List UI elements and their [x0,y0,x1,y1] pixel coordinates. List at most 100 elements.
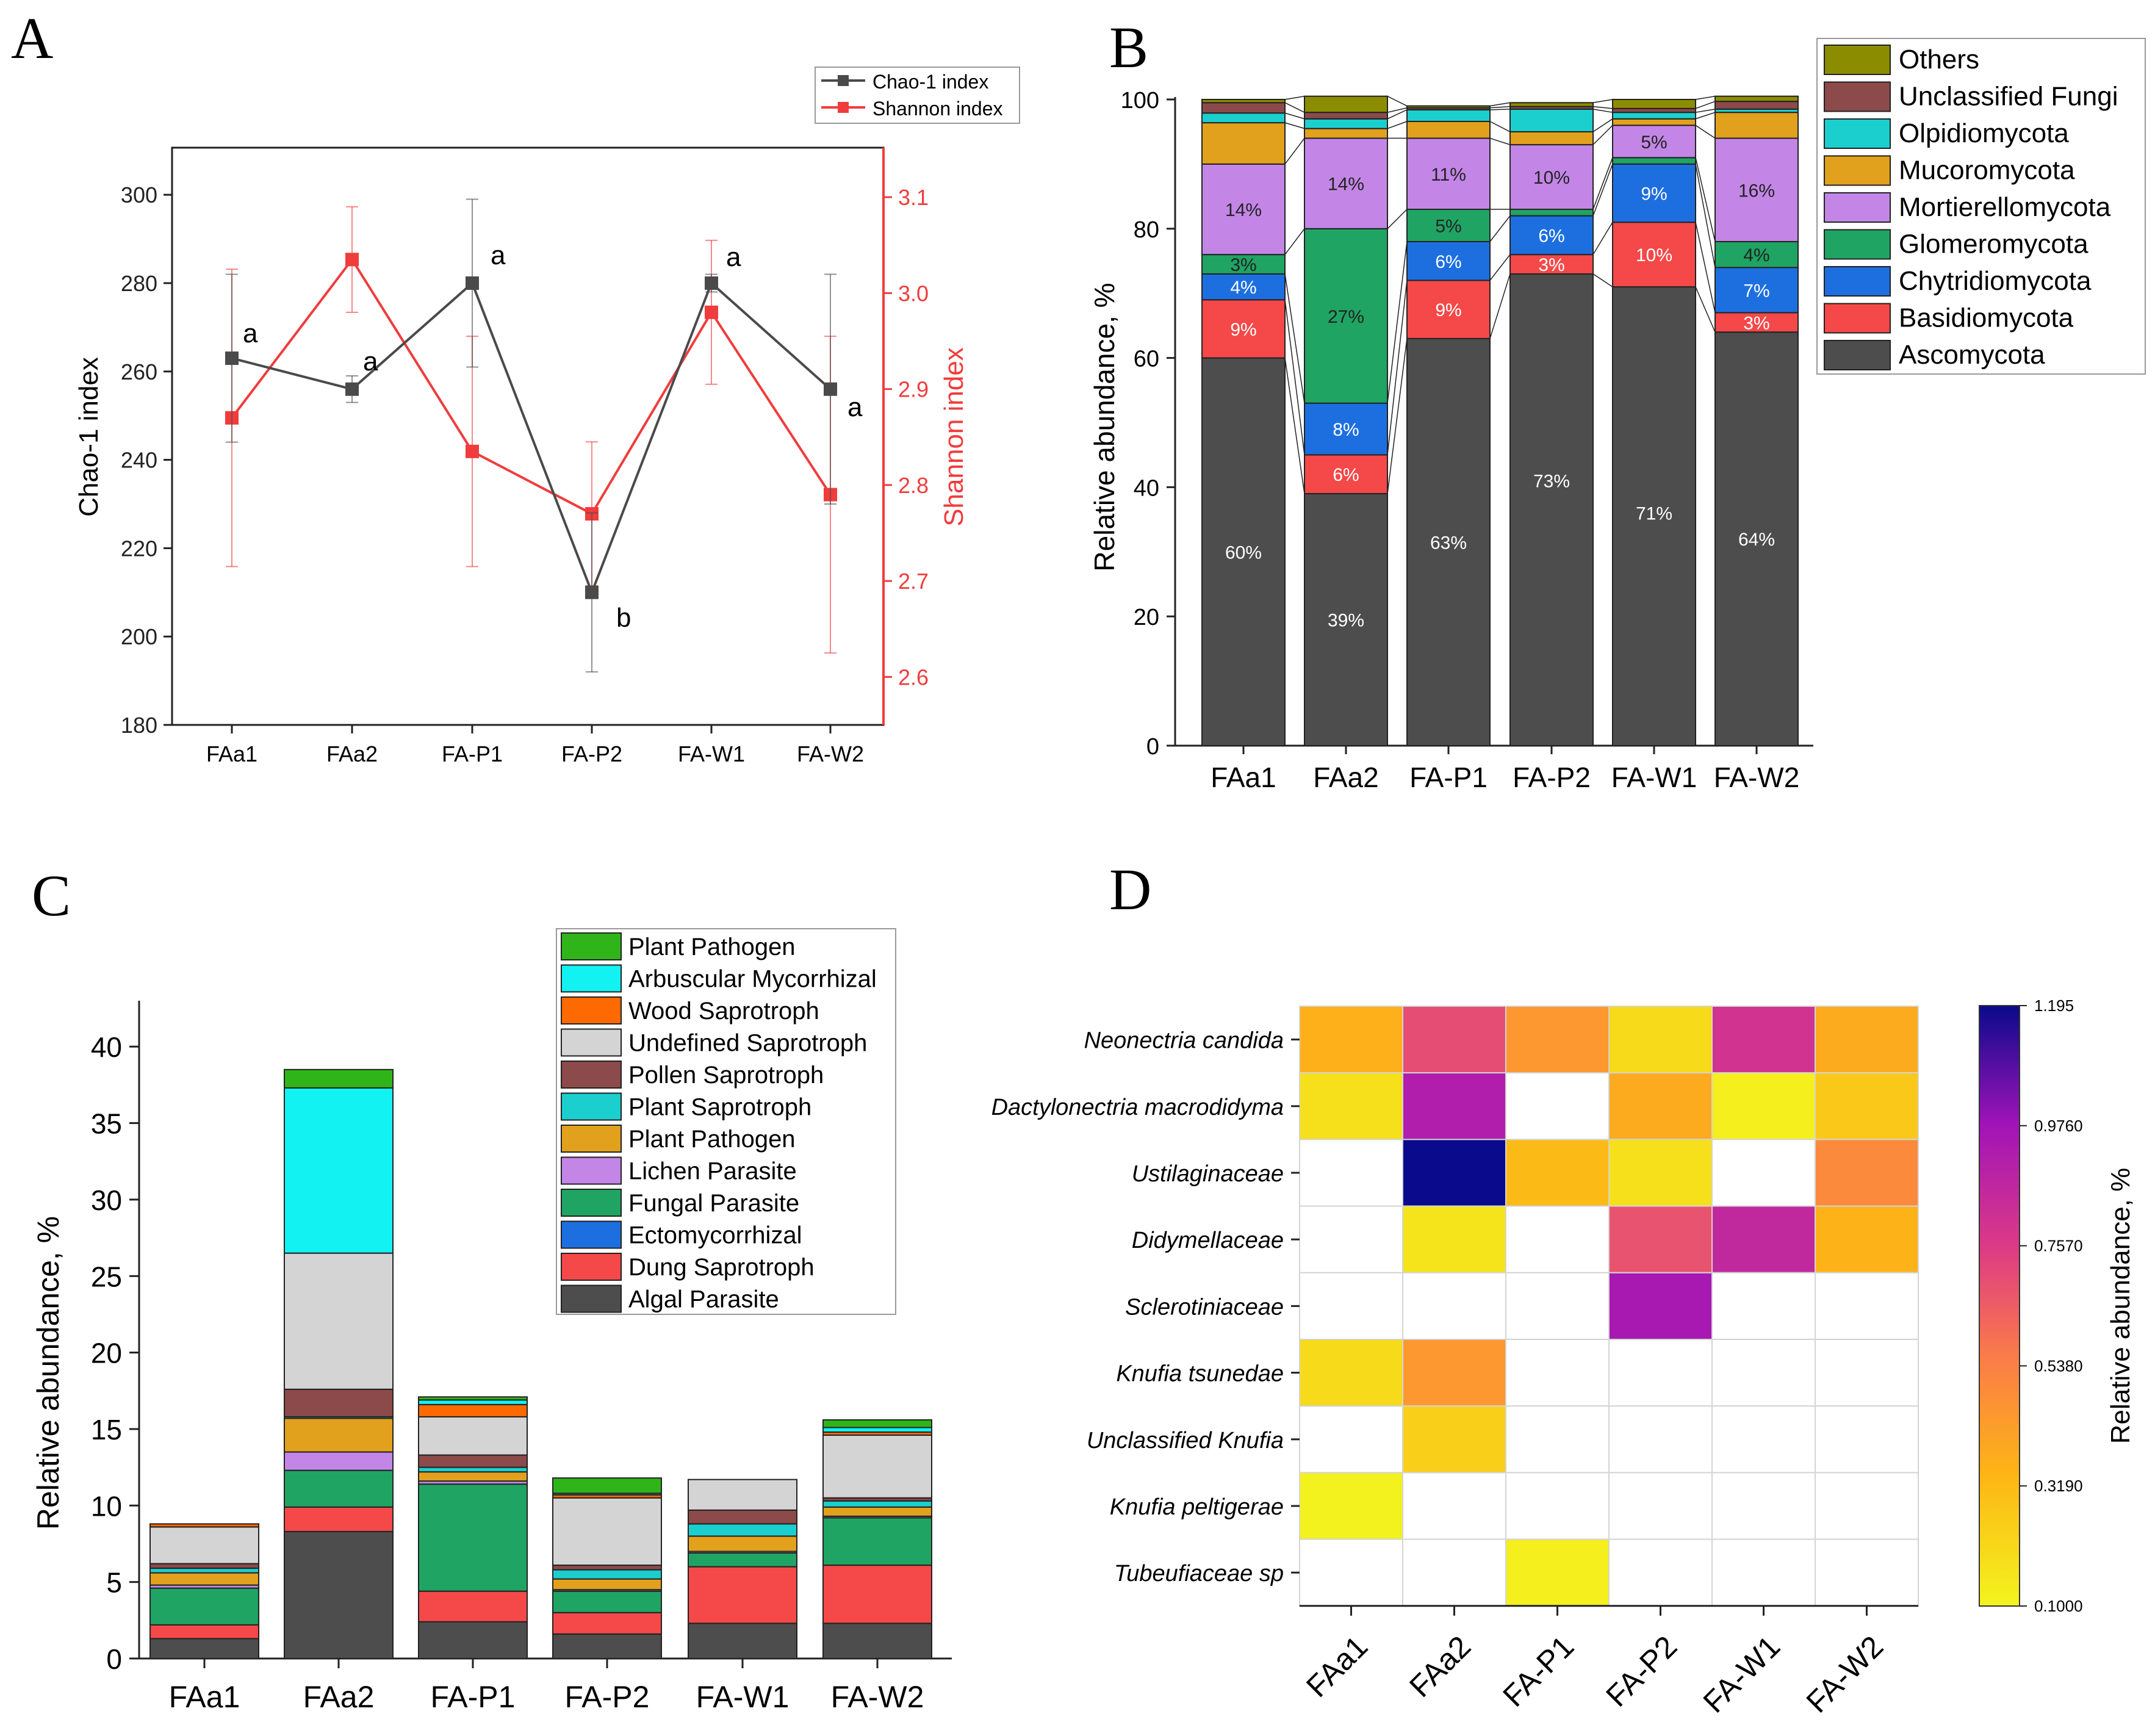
chart-b-bar-segment [1304,228,1388,404]
chart-b-legend-swatch [1824,118,1891,149]
chart-b-connector [1489,254,1511,281]
colorbar [1979,1005,2020,1607]
panel-letter-a: A [11,5,53,71]
heatmap-cell [1711,1272,1816,1341]
chart-a-ytick-right-label: 2.6 [898,665,929,690]
heatmap-cell [1299,1205,1403,1273]
chart-b-connector [1489,273,1511,339]
chart-b-ytick-label: 40 [1134,475,1159,501]
chart-b-bar-segment [1304,118,1388,129]
chart-b-connector [1695,164,1716,268]
heatmap-cell [1299,1072,1403,1140]
chart-b-connector [1489,215,1511,242]
heatmap-cell [1815,1006,1919,1074]
chart-b-bar-segment [1406,209,1491,242]
heatmap-cell [1711,1339,1816,1407]
chart-c-legend-label: Fungal Parasite [628,1190,799,1217]
chart-a-xtick-label: FAa2 [326,741,378,766]
chart-c-bar-segment [822,1623,932,1660]
heatmap-cell [1711,1405,1816,1474]
chart-c-bar-segment [822,1506,932,1517]
chart-b-data-label: 6% [1435,252,1461,272]
chart-b-data-label: 3% [1230,255,1256,275]
chart-b-legend-swatch [1824,229,1891,260]
chart-b-legend-swatch [1824,45,1891,75]
chart-a-ytick-label: 300 [121,182,157,207]
chart-b-connector [1695,286,1716,333]
heatmap-row-label: Unclassified Knufia [1087,1428,1284,1453]
chart-c-bar-segment [418,1454,528,1468]
chart-c-bar-segment [688,1509,797,1525]
heatmap-cell [1815,1139,1919,1207]
chart-b-bar-segment [1406,105,1491,109]
chart-c-legend-label: Plant Pathogen [628,934,796,960]
chart-b-bar-segment [1304,402,1388,456]
heatmap-cell [1505,1272,1610,1341]
chart-a-ytick-right-label: 3.0 [898,281,929,306]
chart-b-connector [1387,107,1408,113]
chart-b-connector [1387,241,1408,403]
chart-c-bar-segment [688,1478,797,1511]
chart-c-bar-segment [418,1403,528,1417]
chart-c-bar-segment [418,1399,528,1405]
heatmap-cell [1299,1139,1403,1207]
heatmap-cell [1608,1205,1713,1273]
chart-b-data-label: 71% [1636,503,1672,524]
chart-b-data-label: 7% [1743,281,1769,301]
colorbar-tick-label: 0.5380 [2034,1356,2083,1375]
chart-b-xtick-label: FA-W1 [1611,762,1697,793]
heatmap-cell [1505,1538,1610,1607]
chart-c-bar-segment [552,1497,662,1566]
chart-b-legend-label: Unclassified Fungi [1899,82,2118,112]
chart-c-legend-label: Wood Saprotroph [628,998,819,1025]
chart-c-legend-label: Arbuscular Mycorrhizal [628,966,877,993]
chart-a-ytick-right-label: 2.9 [898,377,929,402]
chart-a-point [824,382,837,396]
chart-b-bar-segment [1406,337,1491,746]
chart-b-bar-segment [1714,112,1799,139]
chart-c-xtick-label: FA-P2 [565,1680,650,1714]
chart-b-bar-segment [1406,240,1491,281]
chart-a-sig-letter: a [726,242,741,272]
heatmap-cell [1608,1072,1713,1140]
chart-c-bar-segment [552,1565,662,1571]
heatmap-cell [1299,1472,1403,1540]
heatmap-cell [1608,1139,1713,1207]
chart-c-legend-label: Plant Saprotroph [628,1094,811,1121]
chart-c-xtick-label: FAa1 [169,1680,240,1714]
chart-c-bar-segment [688,1623,797,1660]
chart-b-bar-segment [1612,286,1696,746]
chart-c-bar-segment [149,1572,259,1586]
chart-c-legend-swatch [561,964,622,993]
chart-b-ytick-label: 100 [1121,88,1159,113]
heatmap-row-label: Sclerotiniaceae [1125,1294,1284,1320]
chart-b-bar-segment [1406,137,1491,211]
chart-a-point [466,444,479,458]
chart-a-ytick-right-label: 2.7 [898,569,929,594]
chart-b-data-label: 5% [1435,217,1461,237]
chart-a-ytick-label: 240 [121,448,157,473]
heatmap-col-label: FA-P1 [1496,1629,1580,1713]
heatmap-cell [1402,1405,1506,1474]
chart-a-sig-letter: b [616,603,631,633]
chart-c-legend-swatch [561,1220,622,1249]
chart-b-connector [1284,228,1305,255]
chart-c-legend-swatch [561,1156,622,1185]
chart-b-bar-segment [1201,273,1286,301]
chart-c-bar-segment [822,1434,932,1499]
chart-c-legend-label: Pollen Saprotroph [628,1062,824,1089]
chart-b-xtick-label: FAa1 [1211,762,1276,793]
heatmap-row-label: Ustilaginaceae [1132,1161,1284,1187]
chart-b-connector [1284,102,1305,113]
heatmap-row-label: Knufia peltigerae [1110,1494,1284,1520]
chart-a-xtick-label: FA-W2 [797,741,864,766]
chart-b-connector [1284,122,1305,129]
heatmap-cell [1402,1139,1506,1207]
chart-b-bar-segment [1509,273,1594,746]
chart-b-connector [1592,109,1613,113]
chart-b-legend-swatch [1824,303,1891,334]
colorbar-tick-label: 0.9760 [2034,1117,2083,1135]
chart-a-series-line-shannon [231,257,832,516]
chart-b-connector [1592,124,1613,145]
